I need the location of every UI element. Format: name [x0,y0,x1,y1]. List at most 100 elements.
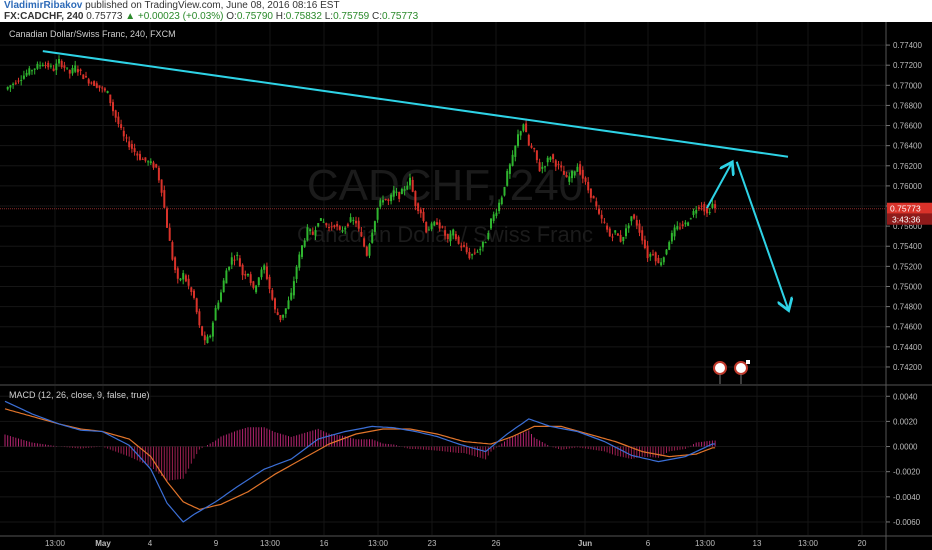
candle-body [643,239,646,248]
event-flag-icon[interactable] [734,361,748,375]
candle-body [68,69,71,74]
candle-body [41,64,44,67]
symbol-name: FX:CADCHF, 240 [4,11,84,22]
candle-body [514,145,517,157]
resistance-trendline[interactable] [42,50,789,158]
price-panel[interactable]: CADCHF, 240 Canadian Dollar / Swiss Fran… [0,22,886,384]
candle-body [303,240,306,247]
candle-body [252,281,255,288]
candle-body [706,207,708,214]
candle-body [93,81,96,86]
candle-body [554,160,557,167]
candle-body [460,245,463,248]
author-link[interactable]: VladimirRibakov [4,0,83,11]
time-tick-label: 26 [492,539,501,548]
candle-body [114,110,117,118]
candle-body [498,202,501,212]
time-tick-label: 13:00 [260,539,281,548]
candles [6,55,717,345]
macd-line [4,400,716,523]
candle-body [527,134,530,146]
candle-body [638,223,641,233]
candle-body [400,189,403,195]
candle-body [265,266,268,279]
candle-body [541,166,544,169]
candle-body [214,307,217,321]
candle-body [384,198,387,201]
price-change: +0.00023 (+0.03%) [137,11,224,22]
candle-body [546,157,549,163]
projection-arrow-icon[interactable] [735,161,788,309]
candle-body [695,209,698,214]
candle-body [490,218,492,229]
candle-body [222,280,225,293]
candle-body [112,102,114,112]
candle-body [373,221,376,232]
candle-body [522,124,525,131]
candle-body [560,165,563,168]
candle-body [31,70,33,72]
candle-body [579,164,582,175]
candle-body [20,79,23,81]
candle-body [198,311,201,326]
candle-body [220,292,222,302]
macd-axis[interactable]: 0.0040 0.0020 0.0000 -0.0020 -0.0040 -0.0060 [886,392,921,527]
candle-body [708,211,711,213]
candle-body [592,195,595,199]
macd-panel[interactable]: MACD (12, 26, close, 9, false, true) [0,386,886,535]
candle-body [581,169,584,179]
candle-body [654,252,657,262]
candle-body [257,277,260,286]
candle-body [517,134,519,146]
projection-arrow-icon[interactable] [706,164,731,209]
time-axis[interactable]: 13:00 May 4 9 13:00 16 13:00 23 26 Jun 6 13:00 13 13:… [45,539,867,548]
candle-body [584,177,587,182]
candle-body [641,230,644,241]
candle-body [147,161,150,163]
candle-body [333,225,336,228]
candle-body [376,207,379,220]
candle-body [552,154,555,160]
candle-body [309,229,312,232]
price-axis[interactable]: 0.77400 0.77200 0.77000 0.76800 0.76600 0.764… [885,22,922,550]
candle-body [133,148,136,153]
candle-body [562,170,565,175]
candle-body [625,228,627,237]
candle-body [87,79,90,84]
drawings[interactable] [42,50,789,309]
candle-body [668,242,671,250]
candle-body [282,314,285,318]
event-flag-icon[interactable] [713,361,727,375]
candle-body [533,148,536,150]
candle-body [360,231,363,237]
candle-body [595,201,598,207]
candle-body [290,292,293,300]
event-markers[interactable] [713,360,750,384]
candle-body [444,230,447,236]
candle-body [317,223,320,227]
candle-body [328,227,330,229]
candle-body [714,204,717,209]
candle-body [176,268,179,279]
candle-body [630,216,633,222]
price-tick-label: 0.74600 [893,323,922,332]
candle-body [425,221,428,233]
candle-body [530,145,533,148]
candle-body [71,67,74,74]
candle-body [506,171,509,186]
candle-body [298,254,301,268]
macd-tick-label: -0.0040 [893,493,921,502]
candle-body [187,278,190,286]
candle-body [573,171,576,176]
candle-body [44,64,47,66]
candle-body [492,214,495,221]
candle-body [128,141,131,148]
price-tick-label: 0.76600 [893,122,922,131]
price-tick-label: 0.77400 [893,41,922,50]
candle-body [338,226,341,230]
chart-canvas[interactable]: CADCHF, 240 Canadian Dollar / Swiss Fran… [0,22,932,550]
time-tick-label: 9 [214,539,219,548]
publish-info: published on TradingView.com, June 08, 2… [85,0,340,11]
candle-body [387,199,390,202]
candle-body [122,130,125,137]
